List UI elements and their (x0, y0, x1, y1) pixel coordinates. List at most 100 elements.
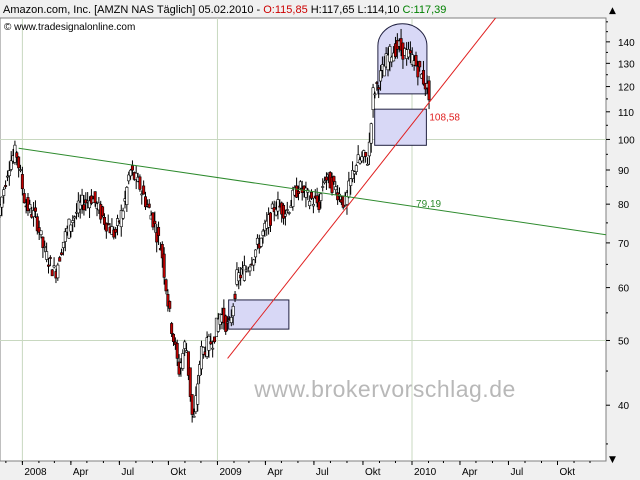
candle-body (153, 220, 157, 224)
candle-body (37, 227, 41, 233)
x-tick-label: 2010 (414, 467, 437, 478)
candle-body (129, 169, 133, 177)
candle-body (140, 193, 144, 196)
candle-body (324, 176, 328, 181)
candle-body (73, 216, 77, 219)
candle-body (248, 266, 252, 272)
candle-body (259, 237, 263, 247)
y-tick-label: 60 (618, 284, 630, 295)
candle-body (296, 191, 300, 194)
source-label: © www.tradesignalonline.com (4, 22, 135, 33)
candle-body (211, 347, 215, 350)
candle-body (17, 156, 21, 169)
candle-body (254, 249, 258, 258)
candle-body (4, 185, 8, 187)
candle-body (39, 230, 43, 235)
close-value: C:117,39 (403, 4, 447, 16)
candle-body (360, 156, 364, 162)
x-tick-label: Okt (559, 467, 575, 478)
uptrend-line (227, 18, 497, 359)
candle-body (379, 70, 383, 82)
candle-body (421, 70, 425, 85)
candle-body (181, 353, 185, 369)
candle-body (198, 364, 202, 376)
candle-body (28, 204, 32, 210)
candle-body (356, 154, 360, 163)
candle-body (427, 80, 431, 101)
candle-body (213, 336, 217, 343)
candle-body (160, 243, 164, 259)
candle-body (414, 55, 418, 67)
candle-body (229, 317, 233, 323)
candle-body (32, 210, 36, 217)
candle-body (9, 160, 13, 170)
candle-body (151, 212, 155, 228)
candle-body (382, 65, 386, 77)
candle-body (166, 293, 170, 307)
y-tick-label: 110 (618, 108, 634, 119)
trend-lines: 108,58 79,19 (18, 18, 606, 359)
candle-body (183, 341, 187, 349)
candle-body (242, 265, 246, 281)
x-tick-label: Jul (121, 467, 134, 478)
y-tick-label: 90 (618, 166, 630, 177)
candle-body (168, 301, 172, 309)
candle-body (5, 175, 9, 178)
candle-body (199, 346, 203, 370)
candle-body (47, 264, 51, 267)
candle-body (233, 293, 237, 300)
scroll-up-icon[interactable]: ▲ (609, 6, 616, 16)
candle-body (48, 257, 52, 259)
candle-body (127, 174, 131, 182)
candle-body (274, 209, 278, 216)
x-tick-label: 2009 (219, 467, 242, 478)
candle-body (252, 259, 256, 266)
y-tick-label: 40 (618, 401, 630, 412)
candle-body (102, 217, 106, 225)
candle-body (311, 203, 315, 207)
candle-body (0, 196, 4, 208)
candle-body (71, 220, 75, 223)
watermark: www.brokervorschlag.de (253, 376, 516, 402)
candle-body (239, 274, 243, 279)
x-tick-label: Jul (510, 467, 523, 478)
candle-body (388, 46, 392, 63)
candle-body (364, 152, 368, 157)
candle-body (15, 152, 19, 158)
x-axis: 2008 Apr Jul Okt 2009 Apr Jul Okt 2010 Apr Jul Okt (5, 461, 591, 478)
open-value: O:115,85 (263, 4, 307, 16)
candle-body (298, 181, 302, 189)
downtrend-value-label: 79,19 (416, 199, 441, 210)
candle-body (392, 52, 396, 62)
y-tick-label: 80 (618, 200, 630, 211)
candle-body (352, 171, 356, 175)
candle-body (186, 351, 190, 376)
candle-body (291, 189, 295, 207)
x-tick-label: Jul (316, 467, 329, 478)
candle-body (192, 415, 196, 418)
candle-body (410, 54, 414, 65)
candle-body (349, 178, 353, 186)
candle-body (164, 279, 168, 292)
candle-body (112, 229, 116, 238)
y-axis: 40 50 60 70 80 90 100 110 120 130 140 (606, 21, 635, 445)
x-tick-label: Apr (73, 467, 89, 478)
candle-body (52, 265, 56, 268)
y-tick-label: 50 (618, 336, 630, 347)
downtrend-line (18, 147, 606, 236)
candle-body (125, 187, 129, 205)
candle-body (114, 228, 118, 233)
y-tick-label: 120 (618, 83, 635, 94)
candle-body (147, 203, 151, 208)
scroll-down-icon[interactable]: ▼ (609, 455, 616, 465)
candle-body (201, 347, 205, 355)
candle-body (2, 189, 6, 196)
candle-body (310, 191, 314, 199)
candle-body (375, 82, 379, 84)
candle-body (358, 159, 362, 164)
candle-body (170, 323, 174, 334)
candle-body (261, 230, 265, 236)
candle-body (93, 191, 97, 204)
candle-body (171, 333, 175, 343)
